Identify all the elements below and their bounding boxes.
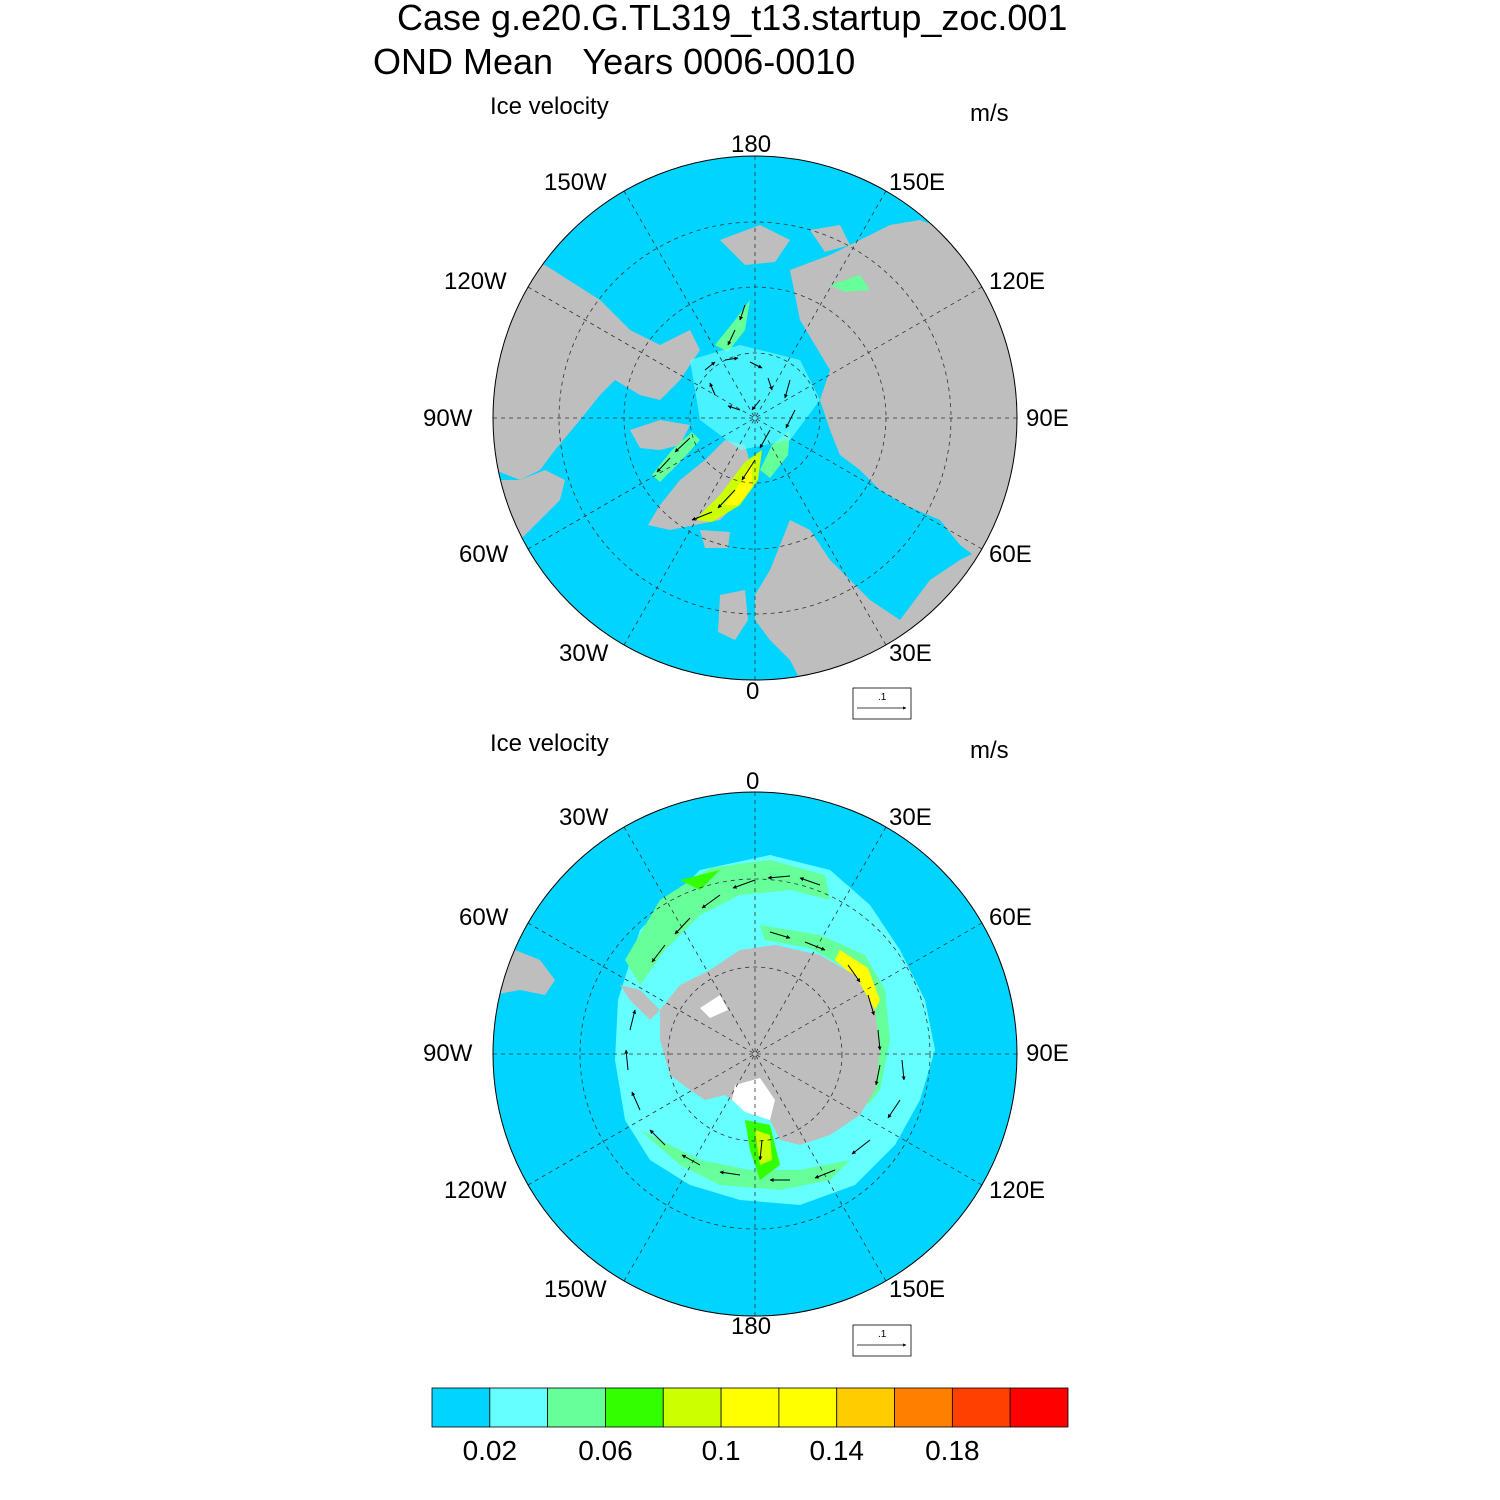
north-lon-label-lower-right: 60E: [989, 541, 1032, 568]
north-lon-label-right: 90E: [1026, 405, 1069, 432]
south-antarctica: [660, 945, 880, 1145]
south-lon-label-bottom-left: 150W: [544, 1276, 607, 1303]
colorbar-box-4: [605, 1387, 664, 1428]
north-lon-label-lower-left: 60W: [459, 541, 509, 568]
north-lon-label-left: 90W: [423, 405, 473, 432]
south-variable-label: Ice velocity: [490, 730, 609, 757]
south-antarctic-peninsula: [620, 985, 660, 1020]
north-lon-label-upper-left: 120W: [444, 268, 507, 295]
colorbar: [431, 1387, 1069, 1428]
north-lon-label-top: 180: [731, 131, 772, 158]
north-units-label: m/s: [970, 100, 1009, 127]
south-lon-label-top-left: 30W: [559, 804, 609, 831]
south-reference-vector: .1: [852, 1324, 912, 1357]
south-lon-label-right: 90E: [1026, 1040, 1069, 1067]
colorbar-box-7: [778, 1387, 838, 1428]
north-lon-label-bottom: 0: [746, 678, 760, 705]
figure-title-line-2: OND Mean Years 0006-0010: [373, 41, 856, 82]
south-graticule: [493, 792, 1017, 1316]
north-variable-label: Ice velocity: [490, 93, 609, 120]
north-reference-vector: .1: [852, 687, 912, 720]
south-lon-label-left: 90W: [423, 1040, 473, 1067]
north-land: [493, 220, 1017, 680]
south-velocity-shading: [625, 860, 890, 1190]
south-lon-label-top: 0: [746, 768, 760, 795]
north-polar-map: .1: [492, 155, 1018, 720]
north-ice-velocity-vectors: [656, 304, 796, 521]
colorbar-tick-label: 0.1: [701, 1435, 741, 1466]
south-lon-label-top-right: 30E: [889, 804, 932, 831]
north-lon-label-upper-right: 120E: [989, 268, 1046, 295]
north-map-border: [492, 155, 1018, 681]
south-ice-velocity-vectors: [624, 875, 906, 1182]
colorbar-box-9: [894, 1387, 953, 1428]
colorbar-box-10: [951, 1387, 1011, 1428]
south-lon-label-bottom: 180: [731, 1313, 772, 1340]
north-graticule: [493, 156, 1017, 680]
north-lon-label-top-left: 150W: [544, 169, 607, 196]
south-polar-map: .1: [492, 791, 1018, 1357]
north-lon-label-top-right: 150E: [889, 169, 946, 196]
south-lon-label-upper-left: 60W: [459, 904, 509, 931]
south-lon-label-upper-right: 60E: [989, 904, 1032, 931]
colorbar-box-2: [489, 1387, 549, 1428]
colorbar-tick-label: 0.14: [809, 1435, 864, 1466]
colorbar-box-6: [720, 1387, 780, 1428]
south-lon-label-bottom-right: 150E: [889, 1276, 946, 1303]
colorbar-box-3: [547, 1387, 606, 1428]
north-lon-label-bottom-right: 30E: [889, 640, 932, 667]
colorbar-tick-label: 0.06: [578, 1435, 633, 1466]
north-reference-vector-label: .1: [878, 692, 887, 703]
south-reference-vector-label: .1: [878, 1329, 887, 1340]
south-ice-shelves: [700, 995, 775, 1120]
figure-title-line-1: Case g.e20.G.TL319_t13.startup_zoc.001: [397, 0, 1068, 38]
colorbar-box-5: [662, 1387, 722, 1428]
south-units-label: m/s: [970, 737, 1009, 764]
south-lon-label-lower-left: 120W: [444, 1177, 507, 1204]
colorbar-box-8: [836, 1387, 895, 1428]
north-lon-label-bottom-left: 30W: [559, 640, 609, 667]
colorbar-tick-label: 0.02: [462, 1435, 518, 1466]
south-lon-label-lower-right: 120E: [989, 1177, 1046, 1204]
colorbar-tick-label: 0.18: [925, 1435, 980, 1466]
colorbar-box-1: [431, 1387, 491, 1428]
south-map-border: [492, 791, 1018, 1317]
colorbar-box-11: [1009, 1387, 1069, 1428]
